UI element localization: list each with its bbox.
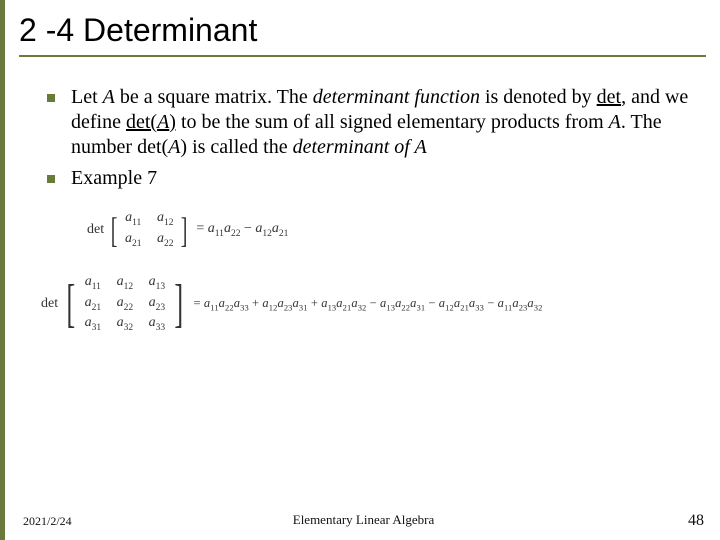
matrix-body: a11a12a21a22	[120, 209, 178, 250]
right-bracket-icon	[178, 209, 190, 251]
matrix-body: a11a12a13a21a22a23a31a32a33	[80, 273, 170, 335]
footer-center: Elementary Linear Algebra	[293, 512, 435, 528]
bullet-text: Let A be a square matrix. The determinan…	[71, 85, 706, 160]
square-bullet-icon	[47, 94, 55, 102]
math-area: det a11a12a21a22 = a11a22 − a12a21 det a…	[47, 209, 706, 335]
bullet-item: Let A be a square matrix. The determinan…	[47, 85, 706, 160]
det-label: det	[41, 296, 58, 312]
slide-root: 2 -4 Determinant Let A be a square matri…	[0, 0, 720, 540]
matrix-3x3: a11a12a13a21a22a23a31a32a33	[62, 273, 187, 335]
matrix-2x2: a11a12a21a22	[108, 209, 190, 251]
bullet-text: Example 7	[71, 166, 706, 191]
slide-body: Let A be a square matrix. The determinan…	[19, 85, 706, 335]
slide-footer: 2021/2/24 Elementary Linear Algebra 48	[23, 512, 704, 530]
equation-rhs: = a11a22a33 + a12a23a31 + a13a21a32 − a1…	[194, 296, 543, 313]
equation-rhs: = a11a22 − a12a21	[196, 221, 288, 239]
det-label: det	[87, 222, 104, 238]
bullet-item: Example 7	[47, 166, 706, 191]
equation-3x3: det a11a12a13a21a22a23a31a32a33 = a11a22…	[41, 273, 706, 335]
right-bracket-icon	[170, 273, 188, 334]
footer-date: 2021/2/24	[23, 514, 72, 529]
square-bullet-icon	[47, 175, 55, 183]
left-bracket-icon	[108, 209, 120, 251]
slide-title: 2 -4 Determinant	[19, 12, 706, 57]
equation-2x2: det a11a12a21a22 = a11a22 − a12a21	[87, 209, 706, 251]
left-bracket-icon	[62, 273, 80, 334]
footer-page-number: 48	[688, 512, 704, 530]
